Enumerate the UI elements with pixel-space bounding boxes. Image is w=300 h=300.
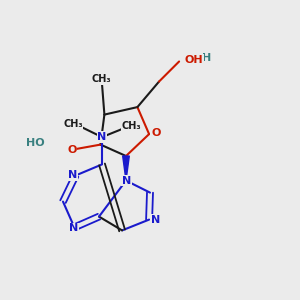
- Text: N: N: [69, 223, 78, 233]
- Text: N: N: [98, 132, 106, 142]
- Text: OH: OH: [184, 55, 203, 65]
- Text: N: N: [68, 170, 77, 181]
- Polygon shape: [123, 156, 129, 181]
- Text: O: O: [67, 145, 77, 155]
- Text: N: N: [122, 176, 131, 186]
- Text: O: O: [151, 128, 160, 139]
- Text: CH₃: CH₃: [121, 121, 141, 131]
- Text: H: H: [202, 52, 211, 63]
- Text: CH₃: CH₃: [63, 118, 83, 129]
- Text: HO: HO: [26, 138, 44, 148]
- Text: CH₃: CH₃: [92, 74, 111, 85]
- Text: N: N: [151, 214, 160, 225]
